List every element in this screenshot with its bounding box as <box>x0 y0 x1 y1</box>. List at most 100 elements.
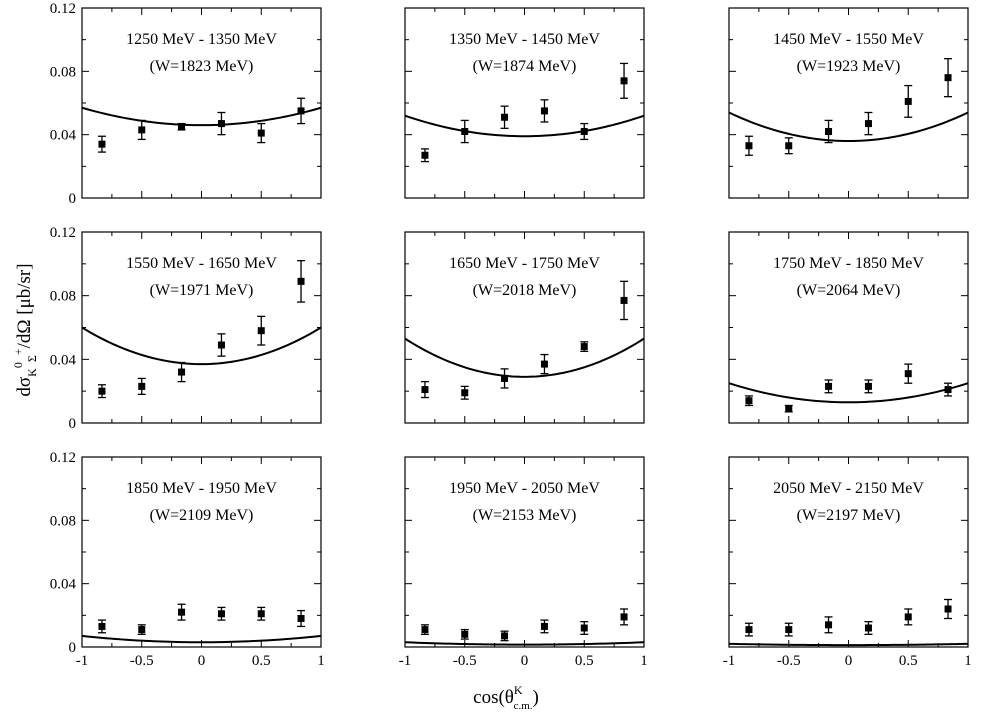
panel-subtitle: (W=2197 MeV) <box>797 507 901 524</box>
panel-7: -1 -0.5 0 0.5 1 0 0.04 0.08 0.12 1850 MeV - 1950 … <box>50 450 325 669</box>
y-axis-title-main: dσ <box>14 377 35 397</box>
y-tick-label: 0.12 <box>50 450 76 466</box>
panel-title: 1350 MeV - 1450 MeV <box>449 31 600 48</box>
panel-subtitle: (W=2109 MeV) <box>150 507 254 524</box>
data-point <box>904 97 912 105</box>
data-point <box>864 382 872 390</box>
x-tick-label: -1 <box>76 653 89 669</box>
panel-4: 0 0.04 0.08 0.12 1550 MeV - 1650 MeV (W=1971 … <box>50 225 322 432</box>
data-point <box>620 296 628 304</box>
model-curve <box>404 114 645 138</box>
data-point <box>257 610 265 618</box>
y-tick-label: 0.08 <box>50 289 76 305</box>
y-axis-title-sup2: + <box>11 348 25 355</box>
model-curve <box>728 642 969 647</box>
x-tick-label: 1 <box>317 653 325 669</box>
y-tick-label: 0.12 <box>50 225 76 241</box>
data-point <box>421 151 429 159</box>
x-tick-label: 1 <box>640 653 648 669</box>
y-tick-label: 0.12 <box>50 1 76 17</box>
x-axis-title-main: cos(θ <box>473 687 514 708</box>
y-tick-label: 0.04 <box>50 577 77 593</box>
panel-2: 1350 MeV - 1450 MeV (W=1874 MeV) <box>404 7 645 199</box>
data-point <box>620 77 628 85</box>
x-axis-title: cos(θK c.m.) <box>473 683 539 712</box>
data-point <box>297 107 305 115</box>
data-point <box>138 126 146 134</box>
x-tick-label: -1 <box>399 653 412 669</box>
data-point <box>138 382 146 390</box>
data-point <box>138 626 146 634</box>
data-point <box>580 624 588 632</box>
data-point <box>825 621 833 629</box>
data-point <box>785 142 793 150</box>
x-tick-label: -0.5 <box>130 653 154 669</box>
x-tick-label: 0.5 <box>575 653 594 669</box>
panel-title: 1450 MeV - 1550 MeV <box>773 31 924 48</box>
x-axis-title-sub: c.m. <box>514 700 533 712</box>
panel-9: -1 -0.5 0 0.5 1 2050 MeV - 2150 MeV (W=2197 Me… <box>723 456 972 669</box>
panel-subtitle: (W=1823 MeV) <box>150 58 254 75</box>
model-curve <box>81 634 322 644</box>
data-point <box>421 626 429 634</box>
data-point <box>501 374 509 382</box>
panel-subtitle: (W=2064 MeV) <box>797 282 901 299</box>
panel-subtitle: (W=1971 MeV) <box>150 282 254 299</box>
panel-subtitle: (W=2153 MeV) <box>473 507 577 524</box>
data-point <box>461 389 469 397</box>
model-curve <box>81 106 322 127</box>
data-point <box>825 128 833 135</box>
data-point <box>501 113 509 121</box>
data-point <box>297 615 305 622</box>
panel-title: 1750 MeV - 1850 MeV <box>773 255 924 272</box>
data-point <box>98 140 106 148</box>
data-point <box>217 120 225 128</box>
panel-title: 2050 MeV - 2150 MeV <box>773 480 924 497</box>
data-point <box>501 632 509 640</box>
data-point <box>461 128 469 135</box>
x-tick-label: -0.5 <box>777 653 801 669</box>
data-point <box>745 142 753 150</box>
data-point <box>178 368 186 376</box>
panel-5: 1650 MeV - 1750 MeV (W=2018 MeV) <box>404 231 645 424</box>
panel-title: 1650 MeV - 1750 MeV <box>449 255 600 272</box>
y-tick-label: 0.08 <box>50 513 76 529</box>
y-tick-label: 0 <box>69 640 77 656</box>
x-axis-title-tail: ) <box>533 687 539 708</box>
data-point <box>745 397 753 405</box>
y-axis-title: dσK0Σ+/dΩ [μb/sr] <box>11 263 39 396</box>
panel-subtitle: (W=1874 MeV) <box>473 58 577 75</box>
panel-1: 0 0.04 0.08 0.12 1250 MeV - 1350 MeV (W=1823 … <box>50 1 322 207</box>
x-tick-label: 0.5 <box>899 653 918 669</box>
data-point <box>745 626 753 634</box>
panel-title: 1550 MeV - 1650 MeV <box>126 255 277 272</box>
data-point <box>257 327 265 335</box>
data-point <box>944 386 952 394</box>
panel-title: 1850 MeV - 1950 MeV <box>126 480 277 497</box>
panel-8: -1 -0.5 0 0.5 1 1950 MeV - 2050 MeV (W=2153 Me… <box>399 456 648 669</box>
data-point <box>825 382 833 390</box>
data-point <box>904 370 912 378</box>
panel-subtitle: (W=2018 MeV) <box>473 282 577 299</box>
data-point <box>217 610 225 618</box>
data-point <box>944 605 952 613</box>
data-point <box>785 626 793 634</box>
panels-group: 0 0.04 0.08 0.12 1250 MeV - 1350 MeV (W=1823 … <box>50 1 972 669</box>
data-point <box>257 129 265 137</box>
y-tick-label: 0.04 <box>50 128 77 144</box>
data-point <box>540 622 548 630</box>
data-point <box>461 630 469 638</box>
data-point <box>98 387 106 395</box>
y-axis-title-sub2: Σ <box>25 355 39 362</box>
y-tick-label: 0 <box>69 191 77 207</box>
model-curve <box>728 111 969 143</box>
data-point <box>864 624 872 632</box>
data-point <box>944 74 952 82</box>
model-curve <box>404 641 645 646</box>
model-curve <box>728 382 969 404</box>
model-curve <box>81 326 322 366</box>
data-point <box>217 341 225 349</box>
data-point <box>540 107 548 115</box>
panel-title: 1250 MeV - 1350 MeV <box>126 31 277 48</box>
